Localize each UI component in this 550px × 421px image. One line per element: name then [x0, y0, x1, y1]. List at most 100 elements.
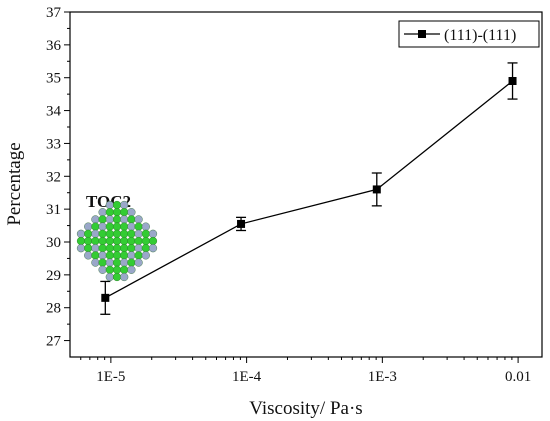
x-tick-label: 0.01 [505, 369, 531, 385]
data-point [372, 185, 381, 194]
atom [127, 251, 136, 260]
atom [127, 236, 136, 246]
y-tick-label: 37 [46, 5, 62, 21]
atom [98, 236, 107, 246]
atom [148, 244, 158, 253]
atom [120, 265, 129, 274]
atom [120, 215, 129, 224]
atom [91, 215, 100, 224]
atom [120, 272, 129, 282]
atom [105, 265, 114, 274]
atom [141, 229, 150, 238]
atom [112, 208, 122, 217]
atom [91, 236, 100, 246]
atom [105, 229, 114, 238]
y-axis: 27 28 29 30 31 32 33 34 35 36 37 [46, 5, 70, 350]
atom [148, 229, 158, 238]
y-tick-label: 30 [46, 235, 61, 251]
atom [134, 215, 143, 224]
y-tick-label: 33 [46, 136, 61, 152]
atom [120, 244, 129, 253]
atom [98, 229, 107, 238]
atom [120, 251, 129, 260]
atom [120, 236, 129, 246]
atom [134, 229, 143, 238]
atom [91, 229, 100, 238]
atom [105, 251, 114, 260]
atom [127, 215, 136, 224]
atom [98, 244, 107, 253]
series-layer [100, 62, 518, 315]
atom [141, 244, 150, 253]
atom [141, 236, 150, 246]
atom [105, 200, 114, 210]
atom [134, 244, 143, 253]
atom [127, 244, 136, 253]
atom [91, 222, 100, 231]
atom [112, 215, 122, 224]
y-tick-label: 31 [46, 202, 61, 218]
atom [127, 258, 136, 267]
atom [84, 229, 93, 238]
y-tick-label: 32 [46, 169, 61, 185]
atom [98, 222, 107, 231]
series-line [104, 80, 513, 299]
atom [134, 258, 143, 267]
x-axis-title: Viscosity/ Pa·s [249, 398, 362, 419]
atom [76, 236, 86, 246]
atom [127, 222, 136, 231]
atom [120, 208, 129, 217]
data-point [508, 77, 517, 85]
atom [84, 236, 93, 246]
legend-label: (111)-(111) [444, 27, 516, 44]
x-tick-label: 1E-3 [368, 369, 397, 385]
atom [127, 229, 136, 238]
atom [112, 251, 122, 260]
atom [112, 236, 122, 246]
atom [98, 251, 107, 260]
atom [134, 222, 143, 231]
y-tick-label: 35 [46, 71, 61, 87]
atom [84, 244, 93, 253]
atom [76, 244, 86, 253]
legend: (111)-(111) [398, 20, 540, 48]
atom [127, 265, 136, 274]
atom [105, 208, 114, 217]
atom [105, 236, 114, 246]
atom [112, 258, 122, 267]
atom [112, 200, 122, 210]
atom [141, 251, 150, 260]
atom [112, 272, 122, 282]
atom [98, 215, 107, 224]
atom [84, 251, 93, 260]
atom [148, 236, 158, 246]
y-tick-label: 28 [46, 301, 61, 317]
atom [98, 208, 107, 217]
atom [120, 222, 129, 231]
x-tick-label: 1E-4 [232, 369, 262, 385]
atom [105, 215, 114, 224]
atom [76, 229, 86, 238]
atom [112, 222, 122, 231]
atom [120, 229, 129, 238]
atom [112, 265, 122, 274]
atom [134, 251, 143, 260]
atom [105, 222, 114, 231]
x-axis: 1E-5 1E-4 1E-3 0.01 [80, 357, 531, 385]
y-axis-title: Percentage [4, 142, 25, 225]
data-point [237, 219, 246, 228]
atom [105, 272, 114, 282]
nanoparticle-cluster-icon [76, 200, 158, 282]
atom [91, 251, 100, 260]
atom [98, 265, 107, 274]
data-point [101, 293, 110, 302]
atom [141, 222, 150, 231]
atom [91, 244, 100, 253]
legend-marker [418, 30, 426, 38]
atom [127, 208, 136, 217]
atom [112, 229, 122, 238]
y-tick-label: 29 [46, 268, 61, 284]
atom [120, 258, 129, 267]
plot-area [69, 11, 543, 358]
